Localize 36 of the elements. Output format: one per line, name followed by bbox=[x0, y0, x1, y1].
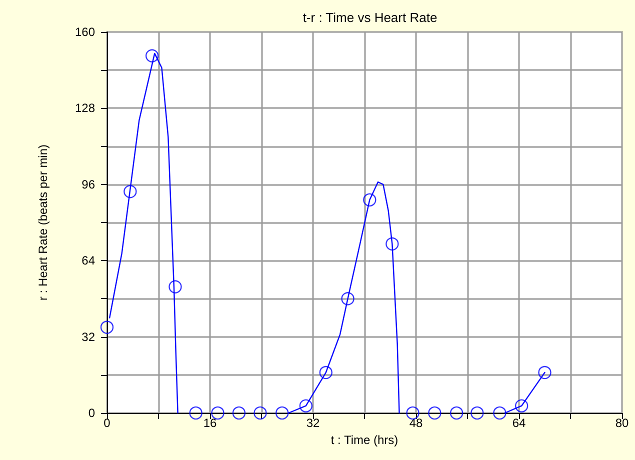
y-tick-label: 160 bbox=[74, 25, 96, 39]
x-tick-label: 48 bbox=[409, 416, 423, 430]
y-tick-label: 64 bbox=[82, 254, 96, 268]
point bbox=[276, 406, 289, 420]
y-tick-label: 0 bbox=[88, 406, 96, 420]
point bbox=[406, 406, 420, 420]
point bbox=[254, 406, 267, 420]
point bbox=[100, 320, 114, 334]
point bbox=[232, 406, 246, 420]
point bbox=[189, 406, 202, 420]
point bbox=[299, 399, 313, 412]
chart-title: t-r : Time vs Heart Rate bbox=[302, 10, 438, 25]
y-tick-label: 96 bbox=[82, 177, 96, 192]
point bbox=[470, 406, 484, 420]
y-tick-label: 32 bbox=[82, 330, 96, 344]
x-tick-label: 16 bbox=[203, 416, 217, 430]
point bbox=[428, 406, 442, 420]
point bbox=[363, 193, 376, 206]
point bbox=[319, 366, 332, 380]
point bbox=[538, 366, 552, 380]
point bbox=[493, 406, 506, 420]
x-tick-label: 32 bbox=[306, 416, 320, 430]
point bbox=[145, 49, 159, 62]
point bbox=[514, 399, 528, 412]
x-tick-label: 0 bbox=[104, 416, 111, 430]
point bbox=[450, 406, 464, 420]
point bbox=[211, 406, 224, 420]
point bbox=[386, 237, 399, 251]
x-tick-label: 80 bbox=[615, 416, 629, 430]
y-axis-title: r : Heart Rate (beats per min) bbox=[36, 144, 50, 301]
point bbox=[124, 184, 137, 198]
point bbox=[341, 292, 354, 306]
x-tick-label: 64 bbox=[512, 416, 526, 430]
y-tick-label: 128 bbox=[74, 101, 96, 116]
point bbox=[168, 280, 182, 294]
x-axis-title: t : Time (hrs) bbox=[330, 432, 398, 447]
